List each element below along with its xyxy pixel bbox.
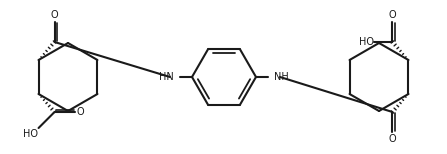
Text: HO: HO	[359, 37, 374, 47]
Text: NH: NH	[274, 72, 289, 82]
Text: O: O	[388, 10, 396, 20]
Text: HN: HN	[159, 72, 174, 82]
Text: O: O	[388, 134, 396, 144]
Text: O: O	[51, 10, 59, 20]
Text: O: O	[77, 107, 84, 117]
Text: HO: HO	[23, 129, 38, 139]
